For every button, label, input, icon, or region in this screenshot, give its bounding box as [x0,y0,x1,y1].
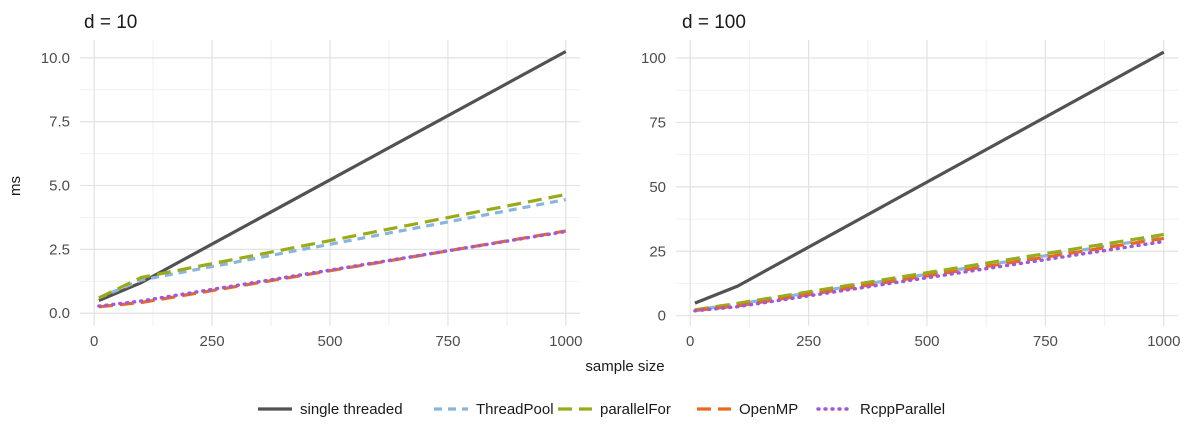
legend-label: ThreadPool [476,401,554,418]
y-tick-label: 50 [649,179,666,196]
x-tick-label: 250 [796,333,821,350]
legend-item-single-threaded: single threaded [258,401,403,418]
y-tick-label: 25 [649,243,666,260]
y-tick-label: 5.0 [49,178,70,195]
series-line-single-threaded [694,50,1165,305]
x-tick-label: 750 [435,333,460,350]
legend-item-parallelfor: parallelFor [558,401,671,418]
legend-label: RcppParallel [860,401,945,418]
x-tick-label: 500 [317,333,342,350]
x-tick-label: 500 [914,333,939,350]
legend-item-rcppparallel: RcppParallel [816,401,945,418]
legend: single threaded ThreadPool parallelFor Open… [258,401,945,418]
panel-title: d = 100 [682,12,746,33]
series-line-parallelfor [694,232,1165,312]
x-tick-label: 750 [1033,333,1058,350]
series-line-rcppparallel [97,229,568,308]
y-tick-label: 0 [658,308,666,325]
y-tick-label: 75 [649,114,666,131]
x-tick-label: 1000 [549,333,582,350]
series-line-parallelfor [98,192,567,300]
panel-d10: d = 10 0 250 500 750 1000 0.0 2.5 5.0 7.5 10.0 [41,12,583,350]
legend-item-threadpool: ThreadPool [434,401,554,418]
legend-label: OpenMP [739,401,798,418]
x-tick-label: 0 [90,333,98,350]
x-axis-label: sample size [585,358,664,375]
x-tick-label: 0 [686,333,694,350]
y-tick-label: 2.5 [49,241,70,258]
legend-label: parallelFor [600,401,671,418]
y-tick-label: 10.0 [41,50,70,67]
y-axis-label: ms [7,176,24,196]
y-tick-label: 0.0 [49,305,70,322]
x-tick-label: 250 [200,333,225,350]
series-line-rcppparallel [693,239,1166,313]
series-line-single-threaded [98,50,567,302]
legend-item-openmp: OpenMP [697,401,798,418]
x-tick-label: 1000 [1147,333,1180,350]
panel-title: d = 10 [84,12,137,33]
panel-d100: d = 100 0 250 500 750 1000 0 25 50 75 100 [641,12,1181,350]
series-line-threadpool [98,198,567,300]
y-tick-label: 100 [641,50,666,67]
y-tick-label: 7.5 [49,114,70,131]
legend-label: single threaded [300,401,403,418]
